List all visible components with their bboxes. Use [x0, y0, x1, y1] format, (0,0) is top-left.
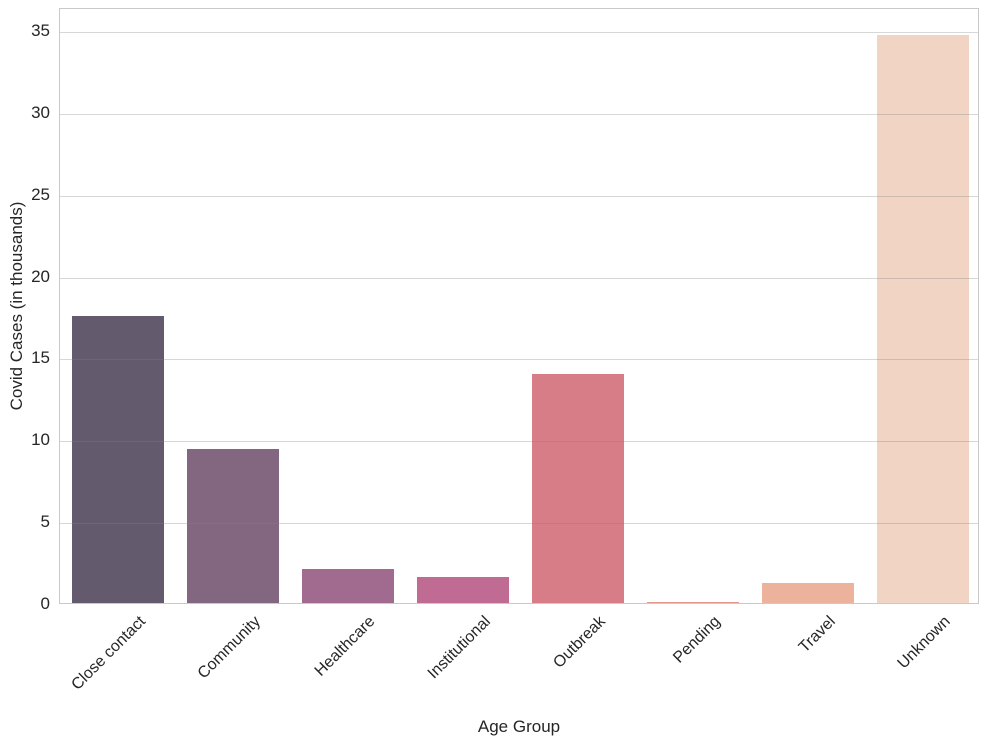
x-tick-label-community: Community [194, 613, 264, 683]
bar-unknown [876, 34, 969, 603]
y-tick-label-10: 10 [31, 430, 50, 450]
bar-travel [761, 583, 854, 603]
gridline-y-20 [60, 277, 978, 279]
gridline-y-10 [60, 441, 978, 443]
x-tick-label-pending: Pending [669, 613, 724, 667]
y-tick-label-20: 20 [31, 266, 50, 286]
y-axis-title: Covid Cases (in thousands) [7, 201, 26, 411]
plot-area [59, 8, 979, 604]
x-tick-label-close-contact: Close contact [67, 613, 149, 694]
y-tick-label-15: 15 [31, 348, 50, 368]
bar-healthcare [301, 568, 394, 603]
x-tick-label-outbreak: Outbreak [549, 613, 609, 672]
y-tick-label-0: 0 [40, 594, 50, 613]
gridline-y-35 [60, 31, 978, 33]
x-tick-label-healthcare: Healthcare [311, 613, 379, 680]
x-tick-label-institutional: Institutional [424, 613, 494, 683]
bar-institutional [416, 576, 509, 603]
y-tick-label-30: 30 [31, 102, 50, 122]
x-tick-label-unknown: Unknown [894, 613, 954, 673]
bar-community [186, 449, 279, 603]
y-tick-label-25: 25 [31, 184, 50, 204]
y-tick-label-35: 35 [31, 20, 50, 40]
gridline-y-15 [60, 359, 978, 361]
bar-close-contact [71, 316, 164, 603]
gridline-y-25 [60, 195, 978, 197]
gridline-y-30 [60, 113, 978, 115]
bar-outbreak [531, 373, 624, 603]
x-tick-label-travel: Travel [795, 613, 839, 657]
y-tick-label-5: 5 [40, 512, 50, 532]
x-axis-title: Age Group [477, 717, 561, 736]
bar-pending [646, 602, 739, 603]
